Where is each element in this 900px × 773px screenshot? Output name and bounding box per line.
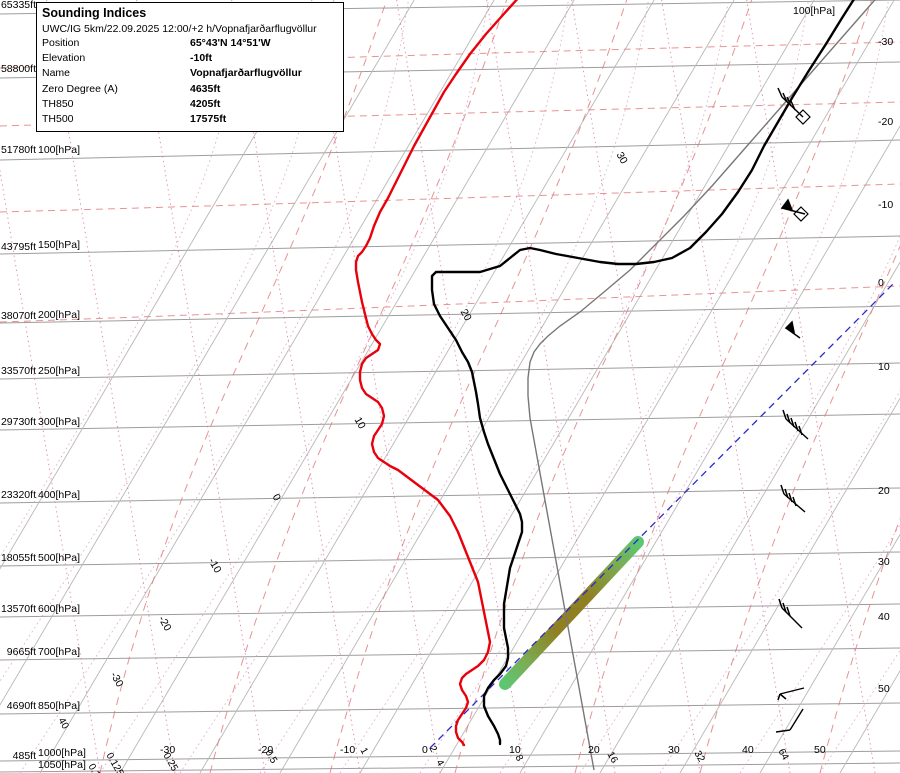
altitude-axis-label: 51780ft bbox=[0, 144, 36, 156]
moist-adiabat-grid bbox=[0, 41, 900, 323]
panel-subtitle: UWC/IG 5km/22.09.2025 12:00/+2 h/Vopnafj… bbox=[42, 23, 317, 35]
temperature-axis-label-right: -10 bbox=[878, 199, 894, 211]
temperature-axis-label-bottom: 20 bbox=[588, 744, 600, 756]
pressure-axis-label: 100[hPa] bbox=[38, 144, 81, 156]
temperature-axis-label-right: -30 bbox=[878, 36, 894, 48]
info-key: TH500 bbox=[42, 113, 74, 126]
temperature-axis-label-right: 0 bbox=[878, 277, 884, 289]
altitude-axis-label: 65335ft bbox=[0, 0, 36, 11]
parcel-path-curve bbox=[527, 0, 876, 771]
info-row: TH850 4205ft bbox=[42, 97, 338, 112]
pressure-axis-label: 1000[hPa] bbox=[38, 747, 86, 759]
wind-barb-icon bbox=[777, 687, 805, 701]
wind-barb-icon bbox=[775, 708, 804, 733]
temperature-axis-label-right: 10 bbox=[878, 361, 890, 373]
temperature-axis-label-bottom: 0 bbox=[422, 744, 428, 756]
info-value: 4205ft bbox=[190, 97, 221, 110]
temperature-axis-label-bottom: 50 bbox=[814, 744, 826, 756]
freezing-level-line bbox=[429, 281, 896, 749]
altitude-axis-label: 29730ft bbox=[0, 416, 36, 428]
info-value: 17575ft bbox=[190, 113, 227, 126]
info-row: Position 65°43'N 14°51'W bbox=[42, 36, 338, 51]
sounding-indices-panel[interactable]: Sounding Indices UWC/IG 5km/22.09.2025 1… bbox=[36, 2, 344, 133]
pressure-axis-label-top: 100[hPa] bbox=[793, 5, 836, 17]
temperature-axis-label-right: 30 bbox=[878, 556, 890, 568]
info-value: -10ft bbox=[190, 52, 213, 65]
altitude-axis-label: 38070ft bbox=[0, 310, 36, 322]
info-row: Name Vopnafjarðarflugvöllur bbox=[42, 66, 338, 81]
info-key: Name bbox=[42, 67, 71, 80]
pressure-axis-label: 150[hPa] bbox=[38, 239, 81, 251]
altitude-axis-label: 58800ft bbox=[0, 63, 36, 75]
moist-adiabat-steep-grid bbox=[99, 0, 900, 773]
panel-title: Sounding Indices bbox=[42, 6, 147, 20]
pressure-axis-label: 700[hPa] bbox=[38, 646, 81, 658]
info-row: Elevation -10ft bbox=[42, 51, 338, 66]
pressure-axis-label: 500[hPa] bbox=[38, 552, 81, 564]
info-key: Position bbox=[42, 37, 80, 49]
info-key: TH850 bbox=[42, 97, 74, 110]
info-row: Zero Degree (A) 4635ft bbox=[42, 82, 338, 97]
pressure-axis-label: 600[hPa] bbox=[38, 603, 81, 615]
temperature-axis-label-bottom: 10 bbox=[509, 744, 521, 756]
temperature-axis-label-right: 50 bbox=[878, 683, 890, 695]
altitude-axis-label: 43795ft bbox=[0, 241, 36, 253]
info-key: Elevation bbox=[42, 52, 86, 65]
altitude-axis-label: 23320ft bbox=[0, 489, 36, 501]
altitude-axis-label: 13570ft bbox=[0, 603, 36, 615]
pressure-axis-label: 400[hPa] bbox=[38, 489, 81, 501]
pressure-axis-label: 200[hPa] bbox=[38, 309, 81, 321]
wind-barb-icon bbox=[780, 198, 809, 222]
altitude-axis-label: 9665ft bbox=[6, 646, 36, 658]
wind-barb-icon bbox=[782, 409, 809, 440]
wind-barb-icon bbox=[784, 320, 801, 339]
temperature-axis-label-bottom: -20 bbox=[258, 744, 274, 756]
altitude-axis-label: 18055ft bbox=[0, 552, 36, 564]
info-row: TH500 17575ft bbox=[42, 112, 338, 127]
temperature-axis-label-right: -20 bbox=[878, 116, 894, 128]
altitude-axis-label: 33570ft bbox=[0, 365, 36, 377]
altitude-axis-label: 4690ft bbox=[6, 700, 36, 712]
wind-barb-group[interactable] bbox=[775, 87, 811, 733]
dewpoint-curve bbox=[354, 0, 519, 747]
cloud-layer-band bbox=[499, 536, 644, 690]
temperature-axis-label-bottom: 40 bbox=[742, 744, 754, 756]
temperature-axis-label-bottom: -30 bbox=[160, 744, 176, 756]
pressure-axis-label: 300[hPa] bbox=[38, 416, 81, 428]
wind-barb-icon bbox=[780, 484, 806, 513]
pressure-axis-label: 250[hPa] bbox=[38, 365, 81, 377]
temperature-axis-label-right: 20 bbox=[878, 485, 890, 497]
wind-barb-icon bbox=[777, 87, 811, 125]
info-value: Vopnafjarðarflugvöllur bbox=[190, 67, 302, 80]
temperature-axis-label-right: 40 bbox=[878, 611, 890, 623]
info-key: Zero Degree (A) bbox=[42, 82, 118, 95]
pressure-axis-label: 1050[hPa] bbox=[38, 759, 86, 771]
wind-barb-icon bbox=[778, 598, 803, 629]
info-value: 4635ft bbox=[190, 82, 221, 95]
temperature-curve bbox=[430, 0, 855, 746]
altitude-axis-label: 485ft bbox=[12, 750, 36, 762]
pressure-axis-label: 850[hPa] bbox=[38, 700, 81, 712]
info-value: 65°43'N 14°51'W bbox=[190, 37, 271, 49]
temperature-axis-label-bottom: 30 bbox=[668, 744, 680, 756]
temperature-axis-label-bottom: -10 bbox=[340, 744, 356, 756]
